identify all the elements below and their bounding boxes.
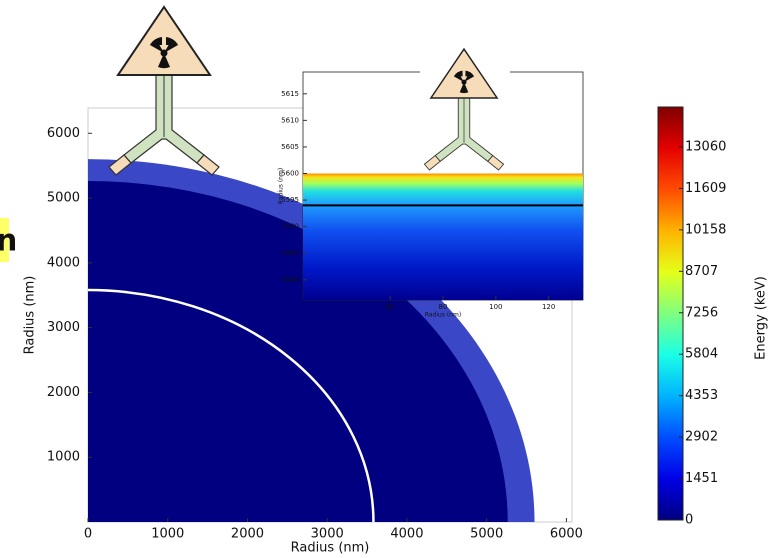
y-tick-label: 5580 [281, 276, 299, 284]
x-axis-label: Radius (nm) [425, 312, 461, 319]
colorbar-tick-label: 8707 [685, 264, 718, 279]
x-tick-label: 6000 [550, 527, 583, 542]
annotation: n [0, 224, 17, 259]
x-tick-label: 3000 [311, 527, 344, 542]
y-tick-label: 5000 [47, 191, 80, 206]
colorbar-tick-label: 5804 [685, 347, 718, 362]
y-tick-label: 5605 [281, 143, 299, 151]
x-tick-label: 2000 [231, 527, 264, 542]
colorbar-label: Energy (keV) [754, 276, 769, 360]
colorbar [658, 107, 683, 520]
x-tick-label: 80 [439, 303, 448, 311]
y-tick-label: 4000 [47, 255, 80, 270]
y-axis-label: Radius (nm) [278, 168, 285, 204]
colorbar-tick-label: 0 [685, 513, 693, 528]
colorbar-tick-label: 4353 [685, 388, 718, 403]
y-tick-label: 5610 [281, 116, 299, 124]
y-tick-label: 3000 [47, 320, 80, 335]
colorbar-tick-label: 2902 [685, 430, 718, 445]
y-tick-label: 6000 [47, 126, 80, 141]
colorbar-tick-label: 13060 [685, 139, 726, 154]
x-tick-label: 1000 [151, 527, 184, 542]
colorbar-tick-label: 7256 [685, 305, 718, 320]
x-tick-label: 5000 [470, 527, 503, 542]
x-tick-label: 100 [489, 303, 502, 311]
y-axis-label: Radius (nm) [23, 276, 38, 355]
y-tick-label: 5590 [281, 223, 299, 231]
energy-gradient [303, 174, 583, 300]
y-tick-label: 2000 [47, 385, 80, 400]
colorbar-tick-label: 1451 [685, 471, 718, 486]
y-tick-label: 5615 [281, 90, 299, 98]
x-tick-label: 4000 [390, 527, 423, 542]
colorbar-tick-label: 11609 [685, 181, 726, 196]
colorbar-tick-label: 10158 [685, 222, 726, 237]
x-tick-label: 60 [386, 303, 395, 311]
y-tick-label: 5585 [281, 249, 299, 257]
x-axis-label: Radius (nm) [291, 541, 370, 556]
figure: n 01000200030004000500060001000200030004… [0, 0, 771, 558]
x-tick-label: 0 [84, 527, 92, 542]
y-tick-label: 1000 [47, 450, 80, 465]
x-tick-label: 120 [542, 303, 555, 311]
